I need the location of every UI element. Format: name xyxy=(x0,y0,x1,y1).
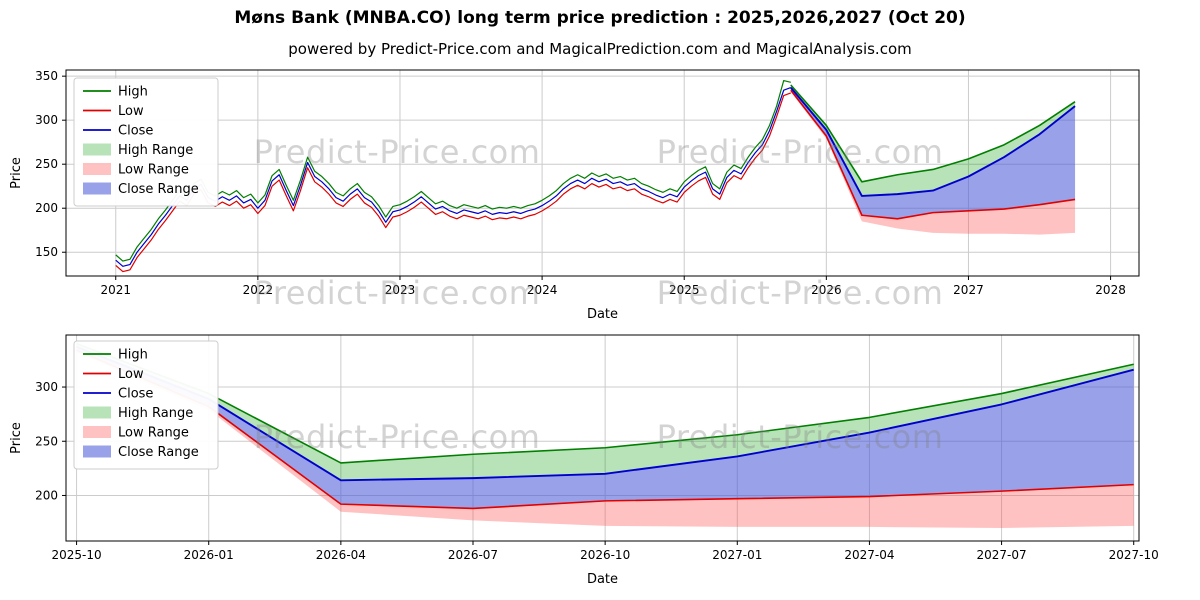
svg-text:2027: 2027 xyxy=(953,283,984,297)
svg-text:Close Range: Close Range xyxy=(118,182,199,197)
svg-text:Low: Low xyxy=(118,104,144,119)
svg-text:2021: 2021 xyxy=(100,283,131,297)
svg-text:High Range: High Range xyxy=(118,406,193,421)
svg-text:2027-01: 2027-01 xyxy=(712,548,762,562)
svg-text:150: 150 xyxy=(35,245,58,259)
svg-text:Price: Price xyxy=(9,157,24,189)
svg-text:Low: Low xyxy=(118,367,144,382)
axes: 2025-10 2026-01 2026-04 2026-07 2026-10 2027-… xyxy=(9,334,1159,587)
svg-text:High: High xyxy=(118,85,148,100)
svg-text:Close: Close xyxy=(118,124,153,139)
svg-text:2024: 2024 xyxy=(527,283,558,297)
range-bands xyxy=(790,84,1076,235)
svg-text:2026-07: 2026-07 xyxy=(448,548,498,562)
svg-text:2026-10: 2026-10 xyxy=(580,548,630,562)
svg-text:2025: 2025 xyxy=(669,283,700,297)
svg-text:250: 250 xyxy=(35,157,58,171)
svg-text:300: 300 xyxy=(35,380,58,394)
svg-text:2027-10: 2027-10 xyxy=(1109,548,1159,562)
svg-text:250: 250 xyxy=(35,434,58,448)
svg-text:Date: Date xyxy=(587,572,618,587)
price-lines xyxy=(115,79,1076,273)
svg-text:2026: 2026 xyxy=(811,283,842,297)
range-bands xyxy=(76,343,1134,528)
svg-text:Low Range: Low Range xyxy=(118,163,189,178)
svg-text:2026-01: 2026-01 xyxy=(184,548,234,562)
svg-text:High Range: High Range xyxy=(118,143,193,158)
svg-text:2027-07: 2027-07 xyxy=(977,548,1027,562)
history-forecast-chart: 2021 2022 2023 2024 2025 2026 2027 2028 150 200 25… xyxy=(9,69,1140,322)
svg-text:2022: 2022 xyxy=(243,283,274,297)
price-lines xyxy=(76,342,1134,510)
svg-text:2026-04: 2026-04 xyxy=(316,548,366,562)
svg-text:200: 200 xyxy=(35,201,58,215)
svg-text:350: 350 xyxy=(35,69,58,83)
svg-text:2027-04: 2027-04 xyxy=(844,548,894,562)
legend: High Low Close High Range Low Range Close Ran… xyxy=(73,340,219,470)
svg-text:200: 200 xyxy=(35,488,58,502)
svg-text:Close Range: Close Range xyxy=(118,445,199,460)
svg-text:2028: 2028 xyxy=(1095,283,1126,297)
forecast-detail-chart: 2025-10 2026-01 2026-04 2026-07 2026-10 2027-… xyxy=(9,334,1159,587)
svg-text:300: 300 xyxy=(35,113,58,127)
axes: 2021 2022 2023 2024 2025 2026 2027 2028 150 200 25… xyxy=(9,69,1140,322)
chart-title: Møns Bank (MNBA.CO) long term price pred… xyxy=(234,8,966,28)
svg-text:Price: Price xyxy=(9,422,24,454)
svg-text:2025-10: 2025-10 xyxy=(52,548,102,562)
svg-text:Close: Close xyxy=(118,387,153,402)
svg-text:Low Range: Low Range xyxy=(118,426,189,441)
svg-text:2023: 2023 xyxy=(385,283,416,297)
svg-text:High: High xyxy=(118,348,148,363)
svg-text:Date: Date xyxy=(587,307,618,322)
chart-subtitle: powered by Predict-Price.com and Magical… xyxy=(288,40,912,58)
legend: High Low Close High Range Low Range Close Ran… xyxy=(73,77,219,207)
